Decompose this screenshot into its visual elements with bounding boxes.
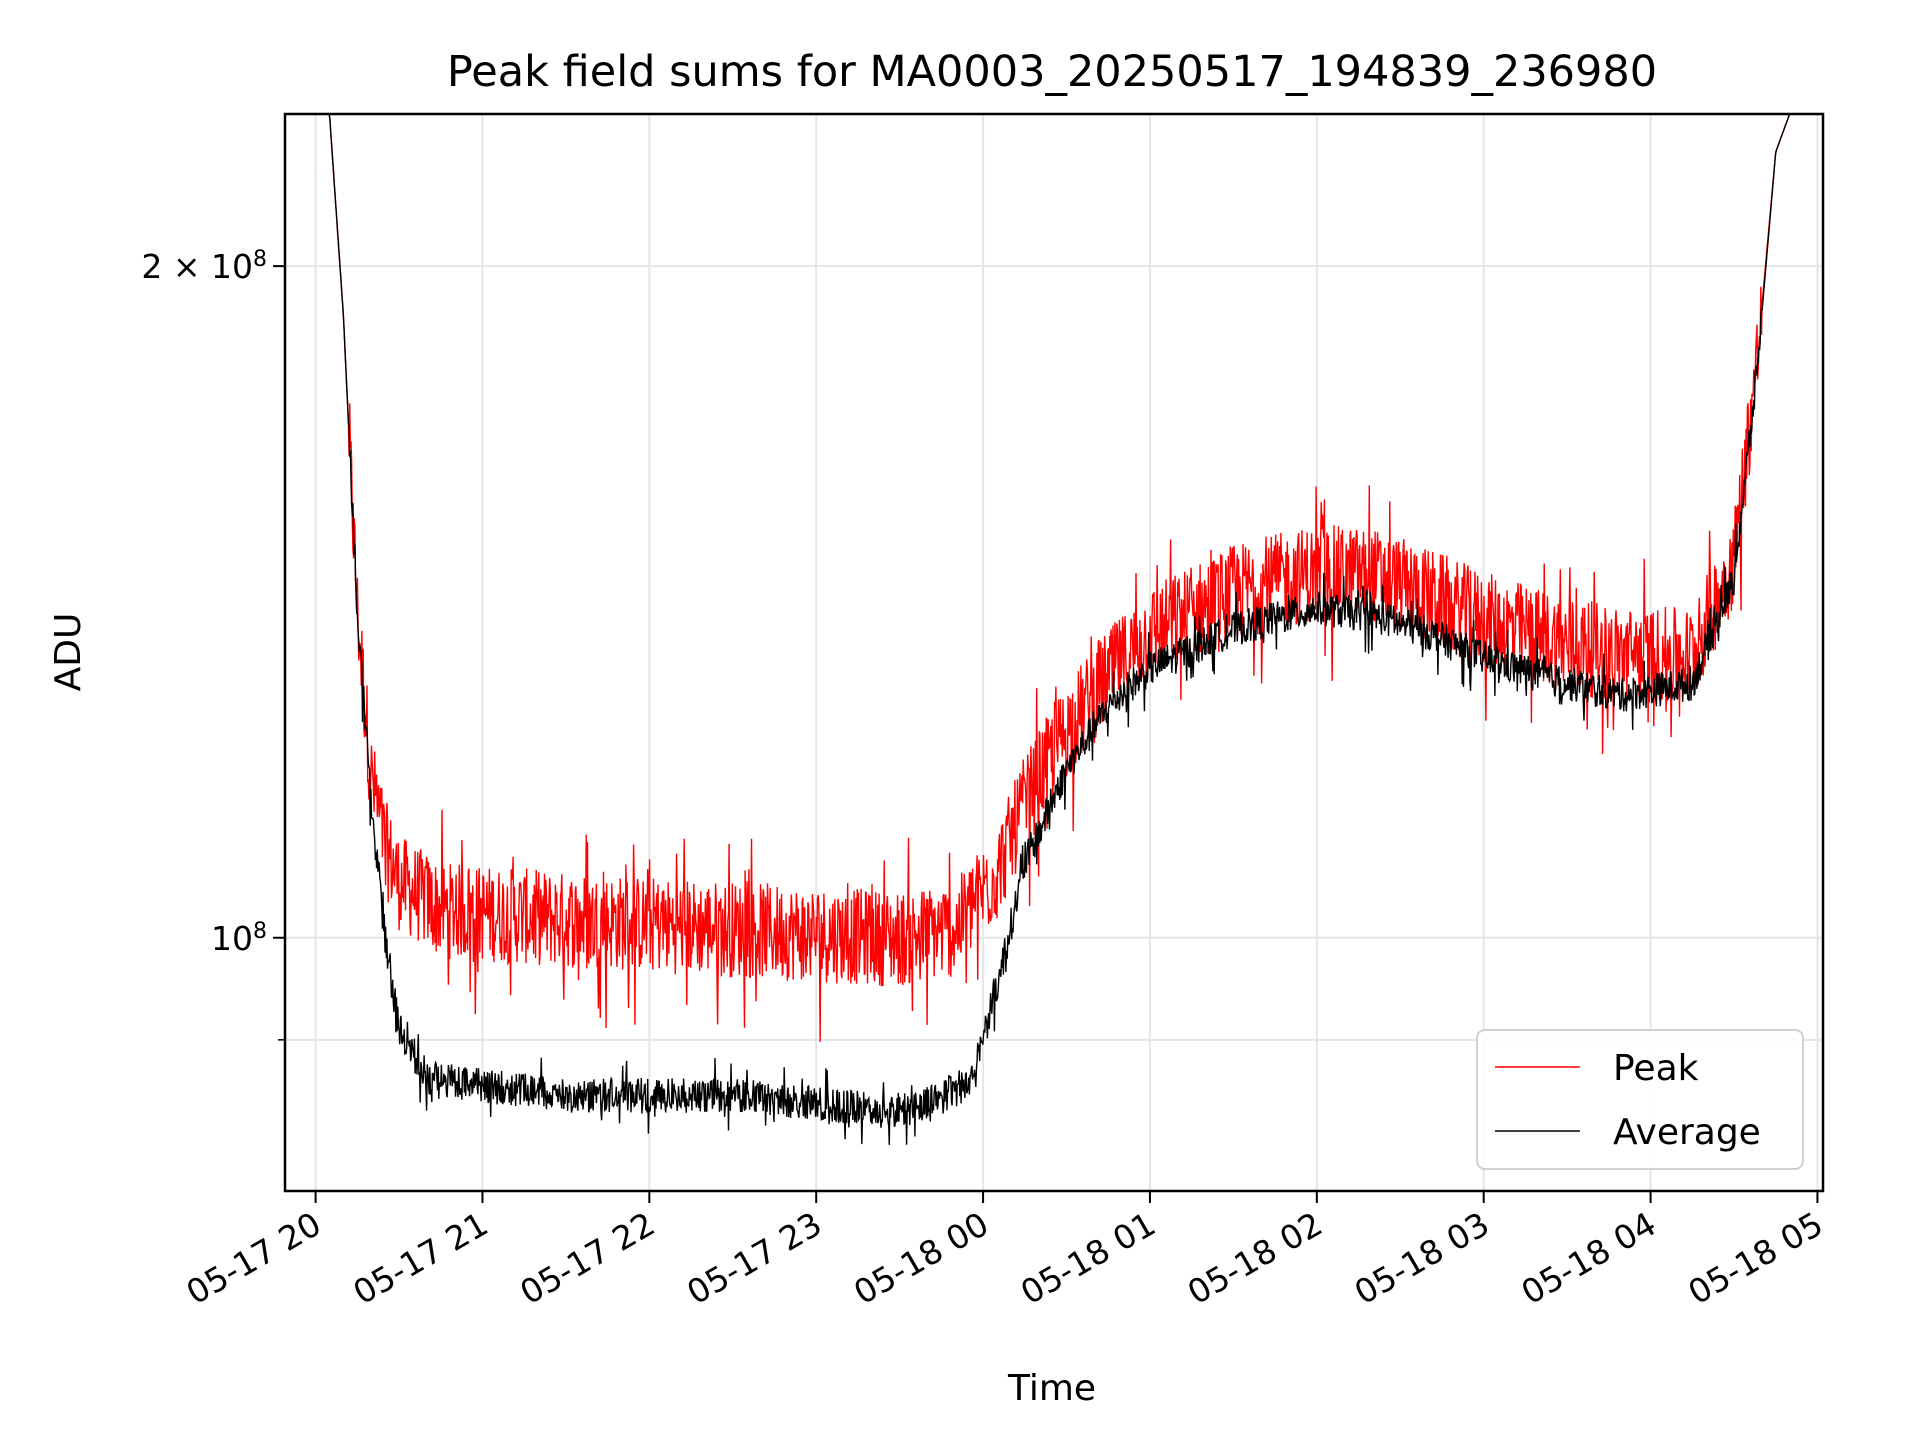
grid — [285, 114, 1823, 1191]
y-tick-label: 2 × 108 — [141, 247, 267, 287]
y-axis-label: ADU — [48, 613, 89, 692]
legend: Peak Average — [1476, 1029, 1804, 1170]
y-tick-label: 108 — [211, 918, 267, 958]
legend-label-peak: Peak — [1613, 1048, 1699, 1089]
legend-label-average: Average — [1613, 1112, 1761, 1153]
plot-frame — [283, 112, 1825, 1193]
x-axis-label: Time — [1007, 1368, 1096, 1409]
series-line-peak — [285, 114, 1823, 1042]
y-axis: 108 2 × 108 — [141, 247, 285, 1041]
series-line-average — [285, 114, 1823, 1145]
series-layer — [285, 114, 1823, 1145]
chart-title: Peak field sums for MA0003_20250517_1948… — [447, 47, 1657, 97]
legend-box — [1476, 1029, 1804, 1170]
